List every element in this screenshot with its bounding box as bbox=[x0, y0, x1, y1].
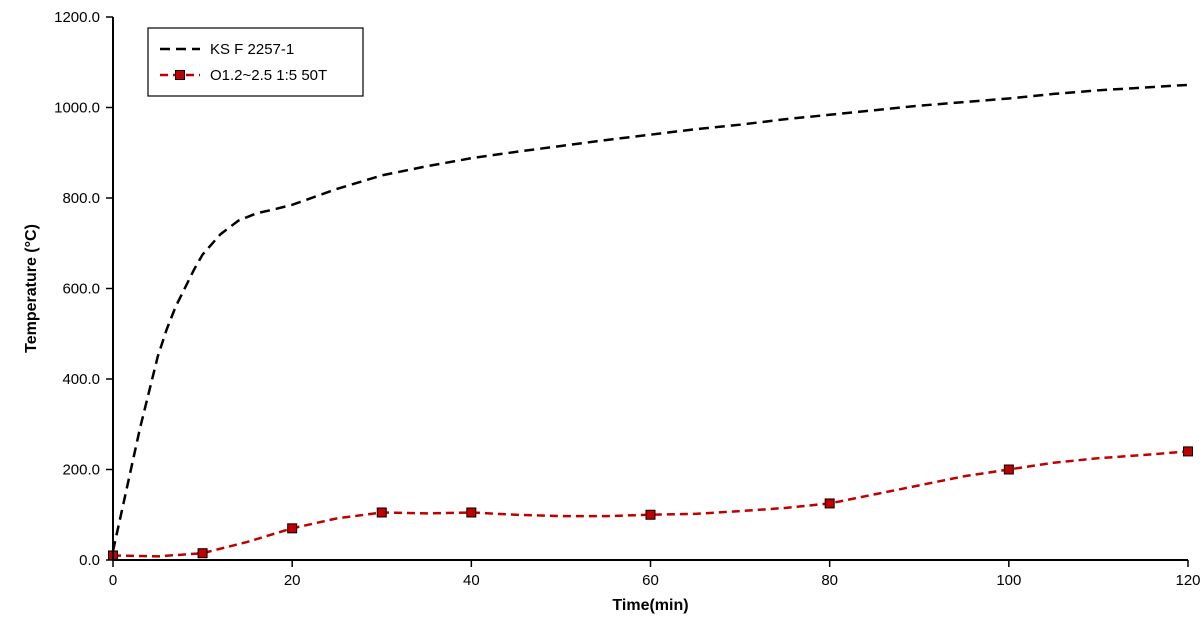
y-tick-label: 600.0 bbox=[62, 281, 100, 298]
y-tick-label: 800.0 bbox=[62, 190, 100, 207]
series-marker-o12 bbox=[825, 499, 834, 508]
series-marker-o12 bbox=[198, 549, 207, 558]
y-axis-label: Temperature (°C) bbox=[23, 224, 40, 353]
series-marker-o12 bbox=[467, 508, 476, 517]
x-tick-label: 40 bbox=[463, 572, 480, 589]
legend-label-ks: KS F 2257-1 bbox=[210, 41, 294, 58]
x-tick-label: 60 bbox=[642, 572, 659, 589]
y-tick-label: 400.0 bbox=[62, 371, 100, 388]
series-marker-o12 bbox=[1184, 447, 1193, 456]
series-marker-o12 bbox=[377, 508, 386, 517]
y-tick-label: 200.0 bbox=[62, 462, 100, 479]
x-tick-label: 20 bbox=[284, 572, 301, 589]
x-tick-label: 120 bbox=[1175, 572, 1200, 589]
y-tick-label: 1000.0 bbox=[54, 100, 100, 117]
x-tick-label: 80 bbox=[821, 572, 838, 589]
x-axis-label: Time(min) bbox=[612, 597, 688, 614]
y-tick-label: 1200.0 bbox=[54, 9, 100, 26]
legend-label-o12: O1.2~2.5 1:5 50T bbox=[210, 67, 327, 84]
legend-swatch-marker-o12 bbox=[176, 71, 185, 80]
x-tick-label: 100 bbox=[996, 572, 1021, 589]
series-marker-o12 bbox=[1004, 465, 1013, 474]
series-marker-o12 bbox=[288, 524, 297, 533]
x-tick-label: 0 bbox=[109, 572, 117, 589]
y-tick-label: 0.0 bbox=[79, 552, 100, 569]
legend-box bbox=[148, 28, 363, 96]
temperature-time-chart: 0.0 200.0 400.0 600.0 800.0 1000.0 1200.0 0 20 40… bbox=[0, 0, 1203, 629]
series-marker-o12 bbox=[646, 510, 655, 519]
chart-svg: 0.0 200.0 400.0 600.0 800.0 1000.0 1200.0 0 20 40… bbox=[0, 0, 1203, 629]
